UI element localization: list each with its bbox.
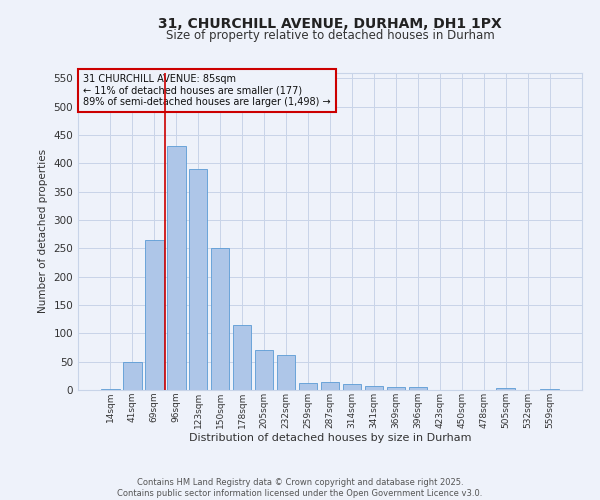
Text: Contains HM Land Registry data © Crown copyright and database right 2025.
Contai: Contains HM Land Registry data © Crown c… [118,478,482,498]
Text: 31, CHURCHILL AVENUE, DURHAM, DH1 1PX: 31, CHURCHILL AVENUE, DURHAM, DH1 1PX [158,18,502,32]
Bar [233,325,251,390]
Bar [496,388,515,390]
X-axis label: Distribution of detached houses by size in Durham: Distribution of detached houses by size … [189,434,471,444]
Bar [167,146,185,390]
Bar [189,169,208,390]
Bar [409,387,427,390]
Bar [123,362,142,390]
Y-axis label: Number of detached properties: Number of detached properties [38,149,48,314]
Bar [277,355,295,390]
Bar [343,384,361,390]
Bar [101,389,119,390]
Bar [299,382,317,390]
Bar [320,382,340,390]
Bar [255,350,274,390]
Bar [541,389,559,390]
Text: Size of property relative to detached houses in Durham: Size of property relative to detached ho… [166,29,494,42]
Text: 31 CHURCHILL AVENUE: 85sqm
← 11% of detached houses are smaller (177)
89% of sem: 31 CHURCHILL AVENUE: 85sqm ← 11% of deta… [83,74,331,108]
Bar [386,386,405,390]
Bar [365,386,383,390]
Bar [145,240,164,390]
Bar [211,248,229,390]
